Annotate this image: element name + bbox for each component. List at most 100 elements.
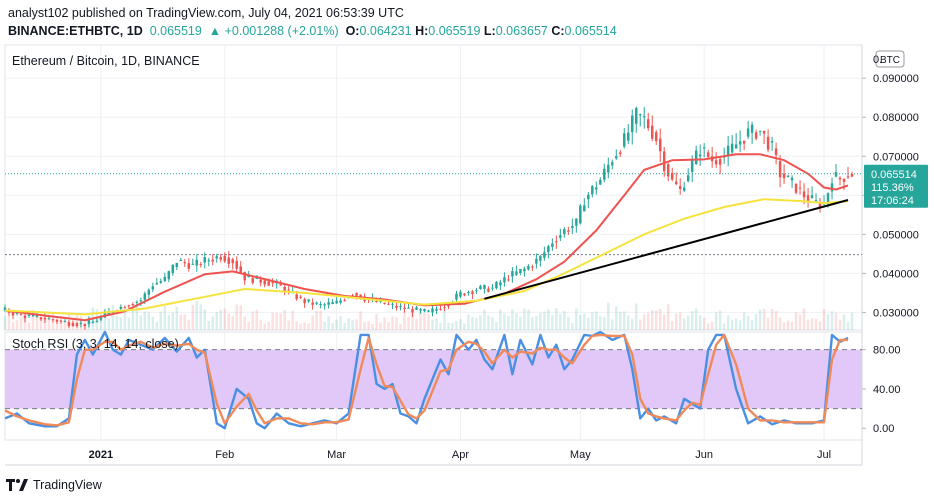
- volume-bar: [639, 319, 642, 330]
- volume-bar: [730, 319, 734, 330]
- candle: [467, 292, 470, 294]
- volume-bar: [846, 321, 850, 330]
- candle: [794, 183, 798, 193]
- volume-bar: [323, 321, 326, 330]
- candle: [203, 257, 207, 263]
- candle: [391, 303, 394, 305]
- candle: [563, 229, 566, 235]
- candle: [219, 257, 222, 260]
- volume-bar: [11, 322, 15, 330]
- volume-bar: [467, 314, 470, 330]
- candle: [575, 218, 578, 226]
- volume-bar: [399, 323, 402, 330]
- candle: [23, 315, 27, 319]
- candle: [658, 138, 662, 152]
- volume-bar: [319, 310, 322, 330]
- candle: [339, 300, 342, 303]
- volume-bar: [647, 312, 650, 330]
- volume-bar: [455, 321, 458, 330]
- volume-bar: [571, 322, 574, 330]
- candle: [343, 300, 346, 302]
- candle: [395, 305, 398, 308]
- candle: [327, 302, 330, 305]
- x-tick-label: Mar: [327, 449, 346, 461]
- open-label: O:: [345, 24, 360, 38]
- volume-bar: [678, 312, 682, 330]
- candle: [211, 259, 214, 262]
- volume-bar: [159, 311, 163, 330]
- candle: [571, 226, 574, 229]
- volume-bar: [155, 322, 159, 330]
- candle: [163, 276, 167, 281]
- volume-bar: [650, 310, 654, 330]
- volume-bar: [599, 315, 602, 330]
- candle: [698, 154, 702, 157]
- volume-bar: [27, 322, 31, 330]
- candle: [15, 312, 19, 314]
- volume-bar: [255, 309, 258, 330]
- candle: [523, 268, 526, 272]
- candle: [623, 133, 626, 147]
- volume-bar: [123, 308, 127, 330]
- volume-bar: [587, 317, 590, 330]
- volume-bar: [227, 313, 230, 330]
- volume-bar: [287, 320, 290, 330]
- volume-bar: [135, 306, 139, 330]
- volume-bar: [654, 310, 658, 330]
- volume-bar: [115, 315, 119, 330]
- volume-bar: [519, 316, 522, 330]
- candle: [682, 187, 686, 191]
- volume-bar: [351, 320, 354, 330]
- volume-bar: [107, 318, 111, 330]
- candle: [786, 175, 790, 178]
- candle: [259, 279, 262, 283]
- volume-bar: [315, 310, 318, 330]
- candle: [87, 320, 91, 325]
- volume-bar: [419, 309, 422, 330]
- candle: [139, 300, 143, 302]
- x-tick-label: May: [570, 449, 591, 461]
- candle: [718, 158, 722, 165]
- volume-bar: [275, 312, 278, 330]
- volume-bar: [339, 316, 342, 330]
- volume-bar: [359, 311, 362, 330]
- volume-bar: [267, 321, 270, 330]
- open-value: 0.064231: [359, 24, 412, 38]
- volume-bar: [487, 315, 490, 330]
- candle: [231, 259, 234, 264]
- candle: [527, 265, 530, 270]
- candle: [778, 161, 782, 178]
- candle: [187, 263, 191, 269]
- candle: [315, 302, 318, 304]
- volume-bar: [263, 323, 266, 330]
- volume-bar: [387, 322, 390, 330]
- candle: [435, 309, 438, 311]
- volume-bar: [179, 314, 183, 330]
- candle: [51, 319, 55, 321]
- publish-info: analyst102 published on TradingView.com,…: [8, 6, 404, 20]
- footer: TradingView: [6, 478, 102, 492]
- candle: [175, 262, 179, 268]
- candle: [331, 302, 334, 305]
- volume-bar: [842, 314, 846, 330]
- candle: [423, 309, 426, 312]
- candle: [31, 314, 35, 317]
- low-label: L:: [483, 24, 496, 38]
- candle: [531, 266, 534, 268]
- volume-bar: [822, 309, 826, 330]
- volume-bar: [203, 309, 207, 330]
- candle: [167, 271, 171, 280]
- volume-bar: [147, 312, 151, 330]
- x-tick-label: Feb: [215, 449, 234, 461]
- volume-bar: [515, 313, 518, 330]
- volume-bar: [471, 316, 474, 330]
- volume-bar: [251, 311, 254, 330]
- candle: [267, 281, 270, 286]
- rsi-y-tick-label: 0.00: [873, 423, 894, 435]
- candle: [43, 317, 47, 320]
- candle: [463, 293, 466, 296]
- candle: [195, 259, 199, 266]
- candle: [670, 172, 674, 180]
- volume-bar: [111, 304, 115, 330]
